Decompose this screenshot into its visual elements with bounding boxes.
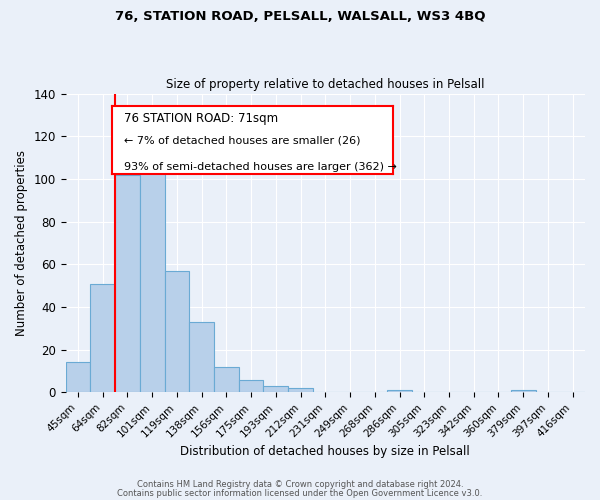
Title: Size of property relative to detached houses in Pelsall: Size of property relative to detached ho… [166,78,485,91]
Bar [65,362,91,392]
Bar [115,174,140,392]
Bar [239,380,263,392]
X-axis label: Distribution of detached houses by size in Pelsall: Distribution of detached houses by size … [181,444,470,458]
Bar [140,166,164,392]
Text: Contains HM Land Registry data © Crown copyright and database right 2024.: Contains HM Land Registry data © Crown c… [137,480,463,489]
Bar [511,390,536,392]
Text: 76, STATION ROAD, PELSALL, WALSALL, WS3 4BQ: 76, STATION ROAD, PELSALL, WALSALL, WS3 … [115,10,485,23]
Bar [164,270,190,392]
Bar [288,388,313,392]
Text: Contains public sector information licensed under the Open Government Licence v3: Contains public sector information licen… [118,489,482,498]
Y-axis label: Number of detached properties: Number of detached properties [15,150,28,336]
Bar [190,322,214,392]
Bar [214,367,239,392]
Bar [263,386,288,392]
Bar [387,390,412,392]
Bar [91,284,115,393]
